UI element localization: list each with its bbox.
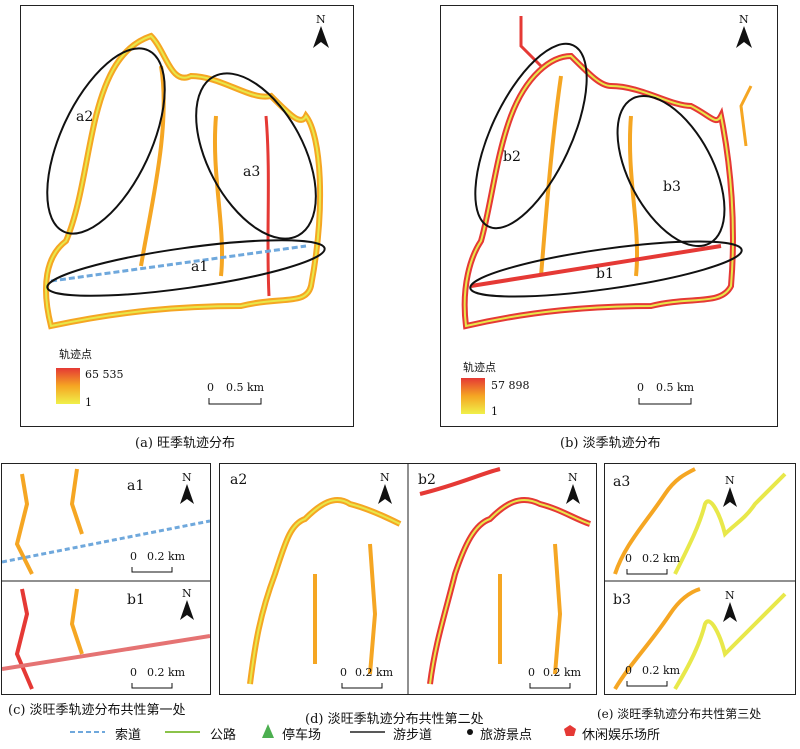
- north-label: N: [568, 471, 578, 484]
- left-label: a2: [230, 472, 247, 488]
- legend-gradient: [56, 368, 80, 404]
- right-label: b2: [418, 472, 436, 488]
- scale-zero: 0: [625, 664, 632, 677]
- north-label: N: [725, 474, 735, 487]
- common-2-map: a2 b2 N N 0 0.2 km 0 0.2 km: [230, 464, 591, 694]
- common-1-map: a1 b1 N N 0 0.2 km 0 0.2 km: [2, 468, 210, 690]
- scale-label: 0.2 km: [147, 666, 186, 679]
- top-label: a3: [613, 474, 630, 490]
- caption-c: (c) 淡旺季轨迹分布共性第一处: [8, 703, 186, 718]
- common-3-map: a3 b3 N N 0 0.2 km 0 0.2 km: [605, 467, 795, 691]
- north-label: N: [739, 13, 749, 26]
- legend-attraction-label: 旅游景点: [480, 728, 533, 743]
- bottom-label: b1: [127, 592, 145, 608]
- scale-label: 0.5 km: [656, 381, 695, 394]
- region-a2-label: a2: [76, 109, 93, 125]
- north-label: N: [316, 13, 326, 26]
- north-label: N: [182, 471, 192, 484]
- scale-zero: 0: [130, 666, 137, 679]
- parking-legend-icon: [262, 724, 274, 738]
- cableway-line: [2, 519, 210, 564]
- north-arrow-icon: [180, 600, 194, 620]
- north-arrow-icon: [378, 484, 392, 504]
- attraction-legend-icon: [467, 729, 473, 735]
- legend-road-label: 公路: [210, 728, 237, 743]
- region-b1-label: b1: [596, 266, 614, 282]
- map-panel-common-2: a2 b2 N N 0 0.2 km 0 0.2 km: [219, 463, 597, 695]
- legend-gradient: [461, 378, 485, 414]
- legend-symbols: [70, 724, 576, 738]
- legend-cableway-label: 索道: [115, 728, 142, 743]
- map-panel-common-3: a3 b3 N N 0 0.2 km 0 0.2 km: [604, 463, 796, 695]
- north-arrow-icon: [180, 484, 194, 504]
- legend-max: 65 535: [85, 368, 124, 381]
- leisure-legend-icon: [564, 725, 576, 736]
- legend-min: 1: [85, 396, 92, 409]
- region-a3-label: a3: [243, 164, 260, 180]
- scale-label: 0.5 km: [226, 381, 265, 394]
- legend-title: 轨迹点: [59, 347, 92, 361]
- scale-bar: [638, 398, 692, 405]
- bottom-label: b3: [613, 592, 631, 608]
- scale-label: 0.2 km: [147, 550, 186, 563]
- scale-zero: 0: [340, 666, 347, 679]
- north-arrow-icon: [723, 602, 737, 622]
- north-arrow-icon: [723, 487, 737, 507]
- scale-label: 0.2 km: [355, 666, 394, 679]
- scale-zero: 0: [637, 381, 644, 394]
- north-label: N: [725, 589, 735, 602]
- legend-trail-label: 游步道: [393, 728, 433, 743]
- map-panel-peak-season: a1 a2 a3 N 轨迹点 65 535 1 0 0.5 km: [20, 5, 354, 427]
- scale-bar: [208, 398, 262, 405]
- legend-min: 1: [491, 405, 498, 418]
- region-a1-label: a1: [191, 259, 208, 275]
- region-b2-label: b2: [503, 149, 521, 165]
- off-season-map: b1 b2 b3 N 轨迹点 57 898 1 0 0.5 km: [461, 13, 753, 418]
- caption-e: (e) 淡旺季轨迹分布共性第三处: [597, 707, 762, 721]
- trajectory-path: [43, 32, 324, 330]
- cableway-line: [50, 244, 307, 283]
- legend-parking-label: 停车场: [282, 728, 322, 743]
- scale-zero: 0: [130, 550, 137, 563]
- scale-zero: 0: [625, 552, 632, 565]
- scale-label: 0.2 km: [642, 552, 681, 565]
- map-panel-off-season: b1 b2 b3 N 轨迹点 57 898 1 0 0.5 km: [440, 5, 778, 427]
- map-legend: 索道 公路 停车场 游步道 旅游景点 休闲娱乐场所: [0, 718, 800, 746]
- north-arrow-icon: [313, 26, 329, 48]
- caption-d: (d) 淡旺季轨迹分布共性第二处: [305, 712, 484, 727]
- legend-max: 57 898: [491, 379, 530, 392]
- scale-label: 0.2 km: [543, 666, 582, 679]
- north-arrow-icon: [566, 484, 580, 504]
- top-label: a1: [127, 478, 144, 494]
- scale-zero: 0: [207, 381, 214, 394]
- north-label: N: [182, 587, 192, 600]
- legend-title: 轨迹点: [463, 360, 496, 374]
- caption-a: (a) 旺季轨迹分布: [135, 436, 236, 451]
- scale-label: 0.2 km: [642, 664, 681, 677]
- scale-zero: 0: [528, 666, 535, 679]
- north-label: N: [380, 471, 390, 484]
- peak-season-map: a1 a2 a3 N 轨迹点 65 535 1 0 0.5 km: [43, 13, 329, 409]
- region-b3-label: b3: [663, 179, 681, 195]
- north-arrow-icon: [736, 26, 752, 48]
- legend-leisure-label: 休闲娱乐场所: [582, 728, 661, 743]
- map-panel-common-1: a1 b1 N N 0 0.2 km 0 0.2 km: [1, 463, 211, 695]
- caption-b: (b) 淡季轨迹分布: [560, 436, 661, 451]
